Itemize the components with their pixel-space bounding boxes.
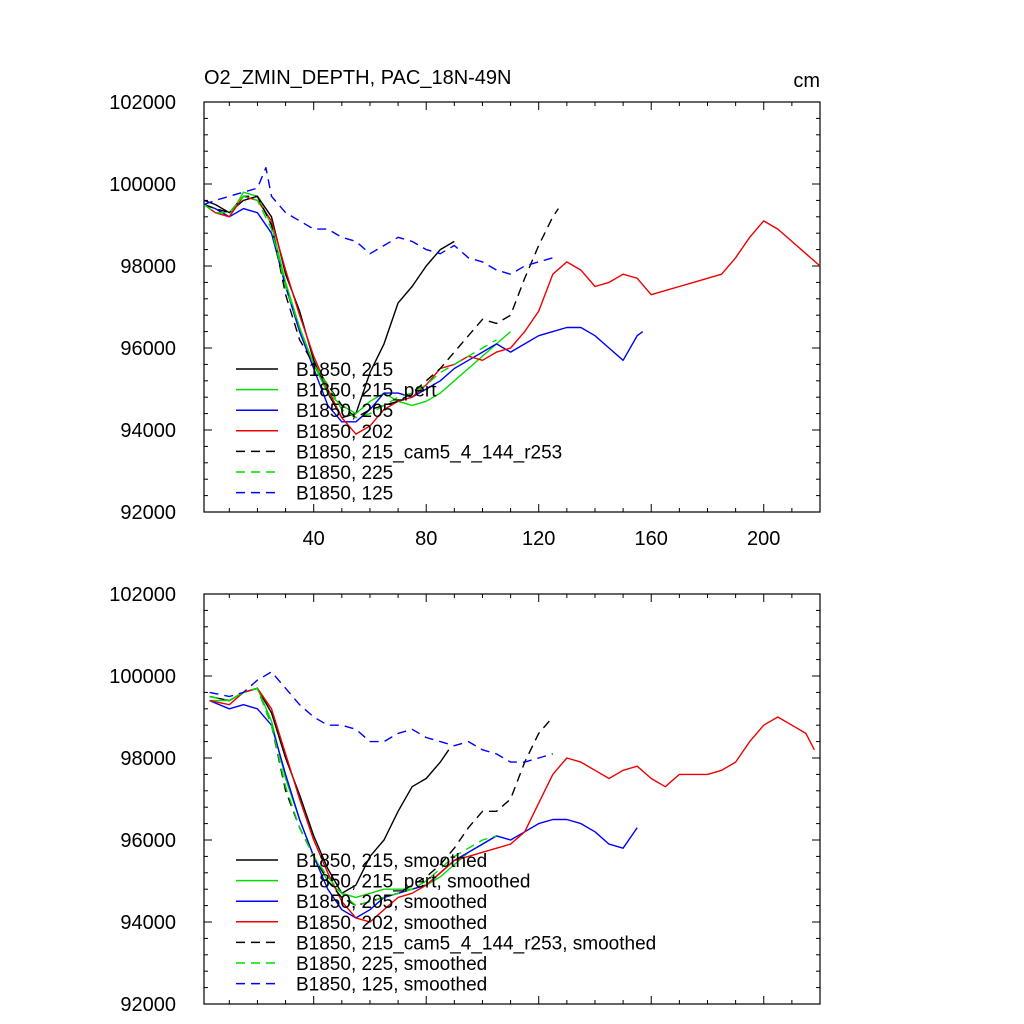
x-tick-label: 80: [415, 528, 437, 550]
series-line: [203, 166, 553, 275]
y-tick-label: 94000: [120, 420, 176, 442]
y-tick-label: 92000: [120, 502, 176, 524]
y-tick-label: 96000: [120, 338, 176, 360]
top-panel: O2_ZMIN_DEPTH, PAC_18N-49N cm 40 80 120 160…: [109, 67, 821, 550]
x-tick-label: 120: [522, 528, 555, 550]
units-label: cm: [793, 70, 820, 92]
legend-label: B1850, 125: [296, 484, 393, 505]
bottom-panel: 92000 94000 96000 98000 100000 102000 B1850, …: [109, 584, 821, 1016]
top-axis-ticks: 40 80 120 160 200 92000 94000 96000 98000 100000 1…: [109, 92, 821, 550]
series-line: [209, 671, 553, 763]
x-tick-label: 200: [747, 528, 780, 550]
series-line: [209, 687, 497, 907]
legend-label: B1850, 202: [296, 422, 393, 443]
series-line: [203, 195, 821, 435]
bottom-axis-ticks: 92000 94000 96000 98000 100000 102000: [109, 584, 821, 1016]
legend-label: B1850, 125, smoothed: [296, 975, 487, 996]
legend-label: B1850, 202, smoothed: [296, 913, 487, 934]
y-tick-label: 98000: [120, 256, 176, 278]
legend-label: B1850, 215: [296, 360, 393, 381]
y-tick-label: 96000: [120, 830, 176, 852]
legend-label: B1850, 215_pert: [296, 381, 437, 402]
series-line: [203, 195, 559, 419]
y-tick-label: 100000: [109, 174, 176, 196]
y-tick-label: 94000: [120, 912, 176, 934]
y-tick-label: 100000: [109, 666, 176, 688]
y-tick-label: 98000: [120, 748, 176, 770]
bottom-series-group: [209, 671, 816, 923]
y-tick-label: 92000: [120, 994, 176, 1016]
series-line: [203, 191, 512, 415]
y-tick-label: 102000: [109, 92, 176, 114]
legend-label: B1850, 225, smoothed: [296, 954, 487, 975]
legend-label: B1850, 205, smoothed: [296, 892, 487, 913]
series-line: [203, 195, 497, 419]
legend-label: B1850, 205: [296, 401, 393, 422]
x-tick-label: 160: [635, 528, 668, 550]
x-tick-label: 40: [303, 528, 325, 550]
legend-label: B1850, 215_pert, smoothed: [296, 872, 531, 893]
y-tick-label: 102000: [109, 584, 176, 606]
legend-label: B1850, 215, smoothed: [296, 851, 487, 872]
top-plot-frame: [203, 101, 821, 513]
series-line: [209, 687, 816, 923]
legend-label: B1850, 225: [296, 463, 393, 484]
legend-label: B1850, 215_cam5_4_144_r253: [296, 442, 562, 463]
legend-label: B1850, 215_cam5_4_144_r253, smoothed: [296, 933, 656, 954]
chart-title: O2_ZMIN_DEPTH, PAC_18N-49N: [204, 67, 512, 89]
bottom-plot-frame: [203, 593, 821, 1005]
top-series-group: [203, 166, 821, 435]
